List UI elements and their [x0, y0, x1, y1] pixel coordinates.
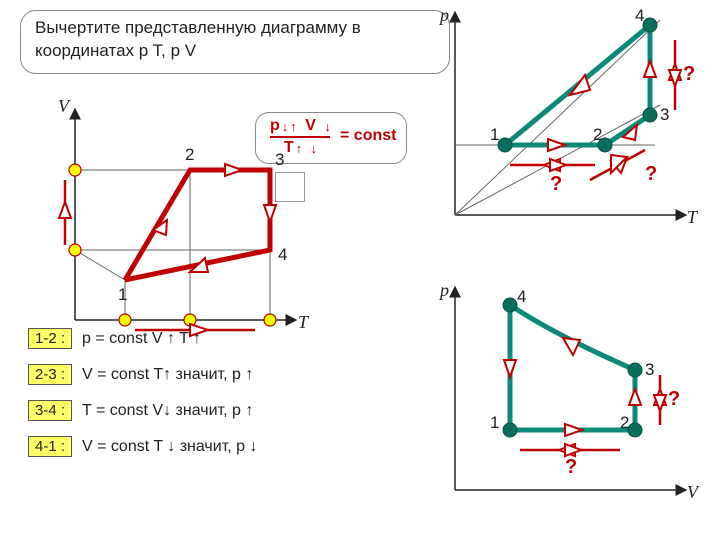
pv-ylabel: p [438, 280, 449, 300]
v-down-icon: ↓ [324, 120, 331, 133]
svg-text:?: ? [668, 388, 680, 410]
pv-pt1-label: 1 [490, 413, 499, 432]
pv-xlabel: V [687, 482, 700, 502]
pt-pt3-label: 3 [660, 105, 669, 124]
legend-row: 2-3 : V = const T↑ значит, p ↑ [28, 364, 253, 385]
legend-text: V = const T↑ значит, p ↑ [82, 366, 253, 384]
legend-tag: 4-1 : [28, 436, 72, 457]
legend-tag: 3-4 : [28, 400, 72, 421]
svg-text:?: ? [683, 63, 695, 85]
legend-text: V = const T ↓ значит, p ↓ [82, 438, 257, 456]
svg-text:?: ? [565, 456, 577, 478]
task-line2: координатах p T, p V [35, 41, 196, 60]
pv-diagram: V p 1 2 3 4 ? ? [435, 280, 705, 515]
vt-ylabel: V [58, 96, 71, 116]
pt-pt1-label: 1 [490, 125, 499, 144]
legend-text: T = const V↓ значит, p ↑ [82, 402, 253, 420]
vt-pt4-label: 4 [278, 245, 287, 264]
svg-text:?: ? [550, 173, 562, 195]
vt-diagram: T V 1 2 3 4 [20, 60, 320, 340]
pt-pt2-label: 2 [593, 125, 602, 144]
legend-row: 3-4 : T = const V↓ значит, p ↑ [28, 400, 253, 421]
svg-text:?: ? [645, 163, 657, 185]
pt-pt4-label: 4 [635, 6, 644, 25]
pt-diagram: T p 1 2 3 4 ? ? ? [435, 5, 705, 240]
vt-xlabel: T [298, 312, 310, 332]
legend-row: 4-1 : V = const T ↓ значит, p ↓ [28, 436, 257, 457]
pv-pt2-label: 2 [620, 413, 629, 432]
pt-ylabel: p [438, 5, 449, 25]
vt-pt2-label: 2 [185, 145, 194, 164]
formula-const: = const [340, 127, 396, 145]
pv-pt4-label: 4 [517, 287, 526, 306]
pt-xlabel: T [687, 207, 699, 227]
pv-pt3-label: 3 [645, 360, 654, 379]
vt-pt1-label: 1 [118, 285, 127, 304]
legend-tag: 2-3 : [28, 364, 72, 385]
task-line1: Вычертите представленную диаграмму в [35, 18, 361, 37]
vt-pt3-label: 3 [275, 150, 284, 169]
